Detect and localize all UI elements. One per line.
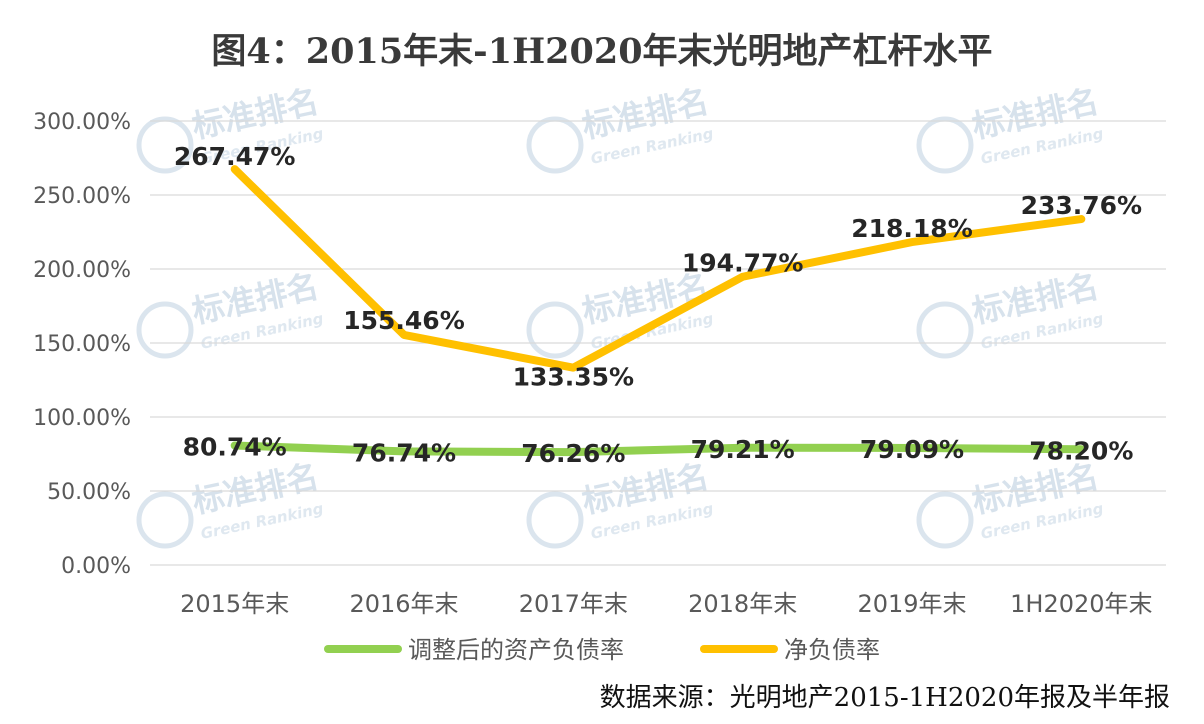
- x-tick-label: 2015年末: [180, 590, 289, 618]
- data-point: [742, 447, 744, 449]
- y-tick-label: 0.00%: [61, 554, 131, 579]
- data-label: 218.18%: [851, 214, 973, 243]
- data-label: 79.21%: [691, 435, 795, 464]
- series-line-net-gearing: [230, 165, 1086, 372]
- data-point: [403, 334, 405, 336]
- data-label: 76.26%: [521, 439, 625, 468]
- legend-label: 净负债率: [784, 636, 880, 664]
- x-tick-label: 2016年末: [349, 590, 458, 618]
- data-label: 78.20%: [1029, 436, 1133, 465]
- data-label: 267.47%: [174, 142, 296, 171]
- chart-title: 图4：2015年末-1H2020年末光明地产杠杆水平: [211, 31, 992, 72]
- y-tick-label: 300.00%: [33, 110, 131, 135]
- data-point: [1080, 218, 1082, 220]
- y-tick-label: 150.00%: [33, 332, 131, 357]
- data-label: 194.77%: [682, 249, 804, 278]
- source-note: 数据来源：光明地产2015-1H2020年报及半年报: [600, 683, 1170, 713]
- y-tick-label: 50.00%: [47, 480, 131, 505]
- watermark-logo-icon: [916, 116, 974, 174]
- watermark-logo-icon: [916, 301, 974, 359]
- data-point: [403, 450, 405, 452]
- x-tick-label: 2018年末: [688, 590, 797, 618]
- y-tick-label: 100.00%: [33, 406, 131, 431]
- data-label: 79.09%: [860, 435, 964, 464]
- watermark-logo-icon: [136, 301, 194, 359]
- data-label: 133.35%: [513, 363, 635, 392]
- data-label: 76.74%: [352, 438, 456, 467]
- data-label: 155.46%: [343, 306, 465, 335]
- data-point: [911, 241, 913, 243]
- x-tick-label: 2017年末: [519, 590, 628, 618]
- x-tick-label: 2019年末: [857, 590, 966, 618]
- data-point: [572, 451, 574, 453]
- y-tick-label: 200.00%: [33, 258, 131, 283]
- data-labels: 80.74% 76.74% 76.26% 79.21% 79.09% 78.20% 267.…: [174, 142, 1142, 468]
- data-point: [911, 447, 913, 449]
- data-label: 233.76%: [1021, 191, 1143, 220]
- data-point: [742, 276, 744, 278]
- series-lines: [230, 165, 1086, 457]
- legend-label: 调整后的资产负债率: [408, 636, 624, 664]
- data-point: [572, 367, 574, 369]
- watermark-logo-icon: [136, 116, 194, 174]
- watermark-logo-icon: [526, 491, 584, 549]
- legend: 调整后的资产负债率 净负债率: [324, 636, 880, 664]
- watermark-logo-icon: [526, 116, 584, 174]
- x-axis: 2015年末 2016年末 2017年末 2018年末 2019年末 1H2020年末: [180, 590, 1152, 618]
- data-point: [1080, 448, 1082, 450]
- data-label: 80.74%: [183, 433, 287, 462]
- y-axis: 0.00% 50.00% 100.00% 150.00% 200.00% 250.00% 3…: [33, 110, 131, 579]
- y-tick-label: 250.00%: [33, 184, 131, 209]
- watermark-logo-icon: [526, 301, 584, 359]
- watermark-logo-icon: [136, 491, 194, 549]
- series-line-debt-ratio: [230, 441, 1086, 457]
- data-point: [234, 445, 236, 447]
- data-point: [234, 168, 236, 170]
- gridlines: [150, 120, 1166, 566]
- x-tick-label: 1H2020年末: [1010, 590, 1152, 618]
- watermark-logo-icon: [916, 491, 974, 549]
